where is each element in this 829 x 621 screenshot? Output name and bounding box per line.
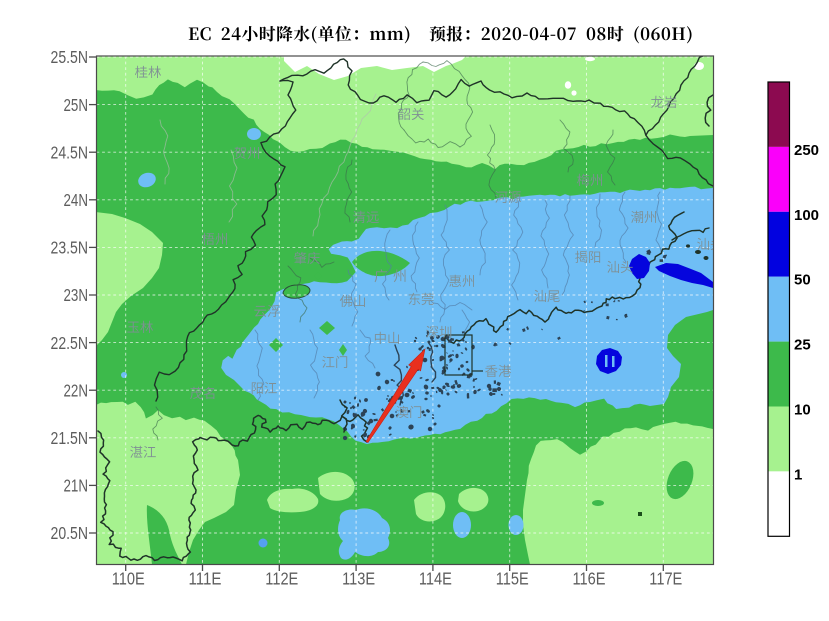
svg-text:24N: 24N: [64, 190, 89, 210]
svg-text:50: 50: [794, 272, 811, 289]
svg-text:116E: 116E: [573, 569, 606, 589]
svg-text:21N: 21N: [64, 476, 89, 496]
svg-text:25N: 25N: [64, 95, 89, 115]
svg-text:250: 250: [794, 142, 819, 159]
svg-text:1: 1: [794, 466, 802, 483]
svg-text:117E: 117E: [649, 569, 682, 589]
svg-text:21.5N: 21.5N: [51, 428, 89, 448]
svg-text:25.5N: 25.5N: [51, 47, 89, 67]
svg-text:111E: 111E: [189, 569, 222, 589]
svg-text:113E: 113E: [342, 569, 375, 589]
svg-text:110E: 110E: [112, 569, 145, 589]
svg-text:25: 25: [794, 337, 811, 354]
svg-text:112E: 112E: [265, 569, 298, 589]
svg-text:23.5N: 23.5N: [51, 238, 89, 258]
svg-text:22N: 22N: [64, 380, 89, 400]
svg-text:22.5N: 22.5N: [51, 333, 89, 353]
svg-text:10: 10: [794, 402, 811, 419]
svg-text:20.5N: 20.5N: [51, 523, 89, 543]
svg-text:114E: 114E: [419, 569, 452, 589]
svg-text:100: 100: [794, 207, 819, 224]
svg-text:24.5N: 24.5N: [51, 142, 89, 162]
svg-text:23N: 23N: [64, 285, 89, 305]
svg-text:115E: 115E: [496, 569, 529, 589]
